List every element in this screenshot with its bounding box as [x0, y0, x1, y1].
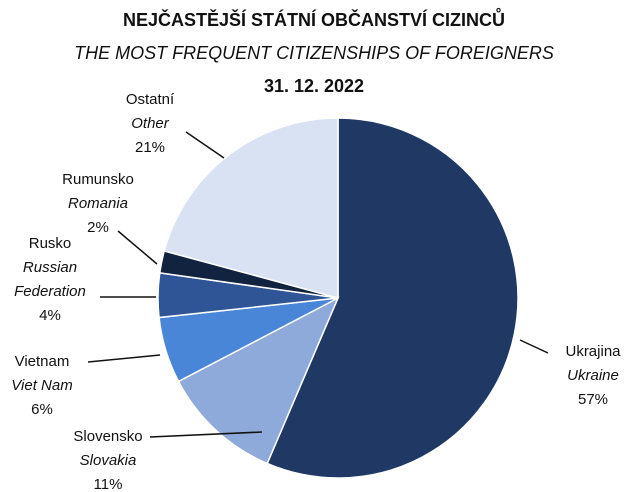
leader-line [519, 339, 549, 354]
category-label-en: Russian Federation [14, 259, 86, 300]
leader-line [87, 354, 161, 363]
value-label: 57% [577, 391, 609, 408]
category-label: Ostatní [125, 91, 175, 108]
slice-label: Ostatní Other 21% [105, 88, 195, 160]
category-label: Rusko [28, 235, 72, 252]
pie-slice [266, 117, 519, 479]
category-label-en: Slovakia [79, 452, 137, 469]
slice-label: Rumunsko Romania 2% [48, 168, 148, 240]
slice-label: Vietnam Viet Nam 6% [4, 350, 80, 422]
value-label: 21% [134, 139, 166, 156]
slice-label: Ukrajina Ukraine 57% [548, 340, 628, 412]
chart-title: NEJČASTĚJŠÍ STÁTNÍ OBČANSTVÍ CIZINCŮ [122, 10, 506, 30]
category-label-en: Other [131, 115, 169, 132]
category-label: Slovensko [73, 428, 143, 445]
category-label-en: Romania [67, 195, 129, 212]
chart-subtitle: THE MOST FREQUENT CITIZENSHIPS OF FOREIG… [74, 43, 554, 63]
category-label-en: Viet Nam [11, 377, 73, 394]
chart-date: 31. 12. 2022 [263, 76, 365, 96]
leader-line [185, 131, 225, 159]
category-label: Rumunsko [62, 171, 134, 188]
value-label: 2% [87, 219, 109, 236]
value-label: 6% [31, 401, 53, 418]
value-label: 11% [93, 476, 123, 492]
pie-slice [163, 117, 339, 299]
pie-slice [177, 296, 340, 465]
leader-line [117, 230, 158, 265]
leader-line [149, 431, 263, 438]
value-label: 4% [39, 307, 61, 324]
category-label: Ukrajina [565, 343, 621, 360]
slice-label: Slovensko Slovakia 11% [62, 425, 154, 492]
category-label-en: Ukraine [567, 367, 619, 384]
slice-label: Rusko Russian Federation 4% [2, 232, 98, 328]
category-label: Vietnam [14, 353, 70, 370]
